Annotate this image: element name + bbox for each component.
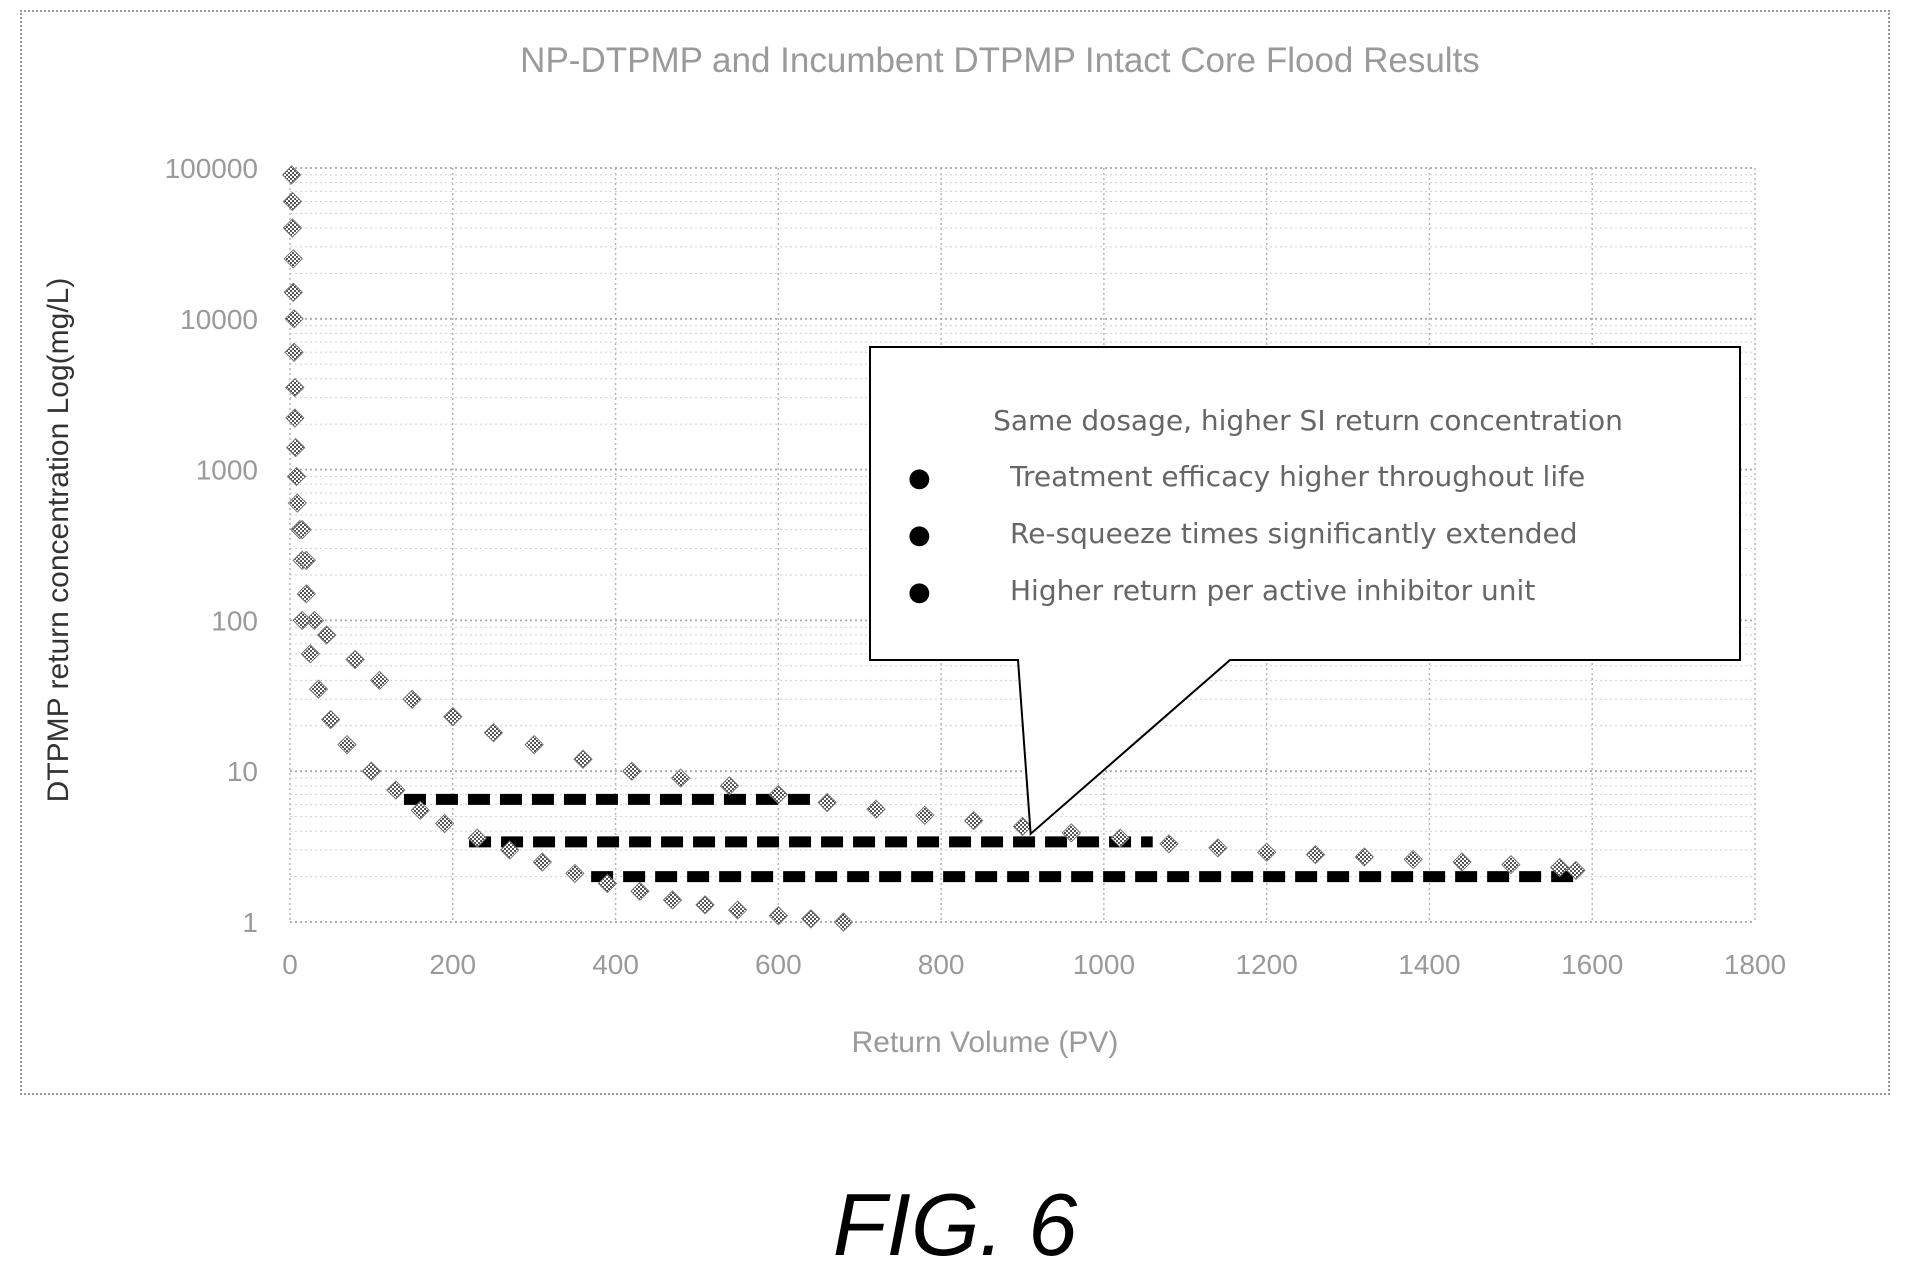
x-tick-label: 1000 <box>1073 949 1135 980</box>
series-1-point <box>1110 828 1130 848</box>
chart-title: NP-DTPMP and Incumbent DTPMP Intact Core… <box>520 41 1480 80</box>
x-tick-label: 1200 <box>1236 949 1298 980</box>
series-2-point <box>768 906 789 926</box>
callout-box <box>869 346 1741 836</box>
series-2-point <box>727 900 748 920</box>
callout: Same dosage, higher SI return concentrat… <box>869 346 1741 836</box>
series-2-point <box>467 828 487 848</box>
series-1-point <box>1159 834 1179 854</box>
series-1-point <box>283 249 303 269</box>
series-1-point <box>284 342 304 362</box>
callout-heading: Same dosage, higher SI return concentrat… <box>993 404 1623 437</box>
callout-bullet-3: Higher return per active inhibitor unit <box>1010 574 1535 607</box>
series-1-point <box>1452 852 1472 872</box>
x-tick-label: 1800 <box>1724 949 1786 980</box>
series-1-point <box>283 282 303 302</box>
series-1-point <box>282 191 303 212</box>
figure-caption: FIG. 6 <box>833 1175 1078 1274</box>
series-1-point <box>1566 860 1586 881</box>
series-1-point <box>573 749 593 769</box>
series-1-point <box>287 493 308 513</box>
series-1-point <box>1501 854 1521 875</box>
series-1-point <box>285 408 305 428</box>
series-1-point <box>622 761 642 781</box>
callout-bullet-2: Re-squeeze times significantly extended <box>1010 517 1578 550</box>
series-2-point <box>292 610 312 631</box>
series-1-point <box>443 706 463 727</box>
series-2-point <box>308 679 329 699</box>
series-2-point <box>296 550 316 571</box>
series-2-point <box>292 519 312 540</box>
series-2-point <box>386 780 406 800</box>
series-1-point <box>296 584 316 604</box>
series-2-point <box>801 909 821 929</box>
bullet-icon: ● <box>908 520 931 550</box>
series-2-point <box>500 840 520 860</box>
y-axis-label: DTPMP return concentration Log(mg/L) <box>42 278 75 803</box>
series-1-point <box>915 805 935 826</box>
series-2-point <box>630 881 650 901</box>
y-tick-label: 100 <box>211 605 258 636</box>
axis-ticks: 0 200 400 600 800 1000 1200 1400 1600 1800 1 10 100 1… <box>165 153 1787 980</box>
series-1-point <box>1256 842 1277 862</box>
y-tick-label: 1000 <box>196 455 258 486</box>
series-1-point <box>1061 823 1082 843</box>
y-tick-label: 10 <box>227 756 258 787</box>
y-tick-label: 10000 <box>180 304 258 335</box>
series-2-point <box>434 813 455 834</box>
series-1-point <box>670 768 691 788</box>
series-1-point <box>1403 849 1423 870</box>
series-1-point <box>817 792 837 813</box>
series-2-point <box>833 912 854 932</box>
series-2-point <box>320 709 341 730</box>
series-1-point <box>282 218 303 238</box>
series-2-point <box>662 890 683 910</box>
series-1-point <box>524 734 544 755</box>
series-1-point <box>1012 816 1033 837</box>
bullet-icon: ● <box>908 463 931 493</box>
series-2-point <box>337 734 357 755</box>
x-tick-label: 1600 <box>1561 949 1623 980</box>
series-1-point <box>285 437 306 458</box>
series-1-point <box>963 810 984 831</box>
series-2-point <box>300 644 321 664</box>
series-2-point <box>597 873 618 894</box>
series-2-point <box>565 863 585 884</box>
series-1-point <box>286 466 307 487</box>
series-1-point <box>285 377 305 398</box>
data-points <box>281 165 1586 932</box>
series-2-point <box>695 895 715 915</box>
series-1-point <box>866 799 886 819</box>
series-1-point <box>483 722 504 743</box>
series-2-point <box>410 800 430 821</box>
x-tick-label: 0 <box>282 949 298 980</box>
y-tick-label: 1 <box>242 907 258 938</box>
series-1-point <box>316 625 337 645</box>
x-tick-label: 1400 <box>1398 949 1460 980</box>
series-2-point <box>532 852 553 872</box>
callout-bullet-1: Treatment efficacy higher throughout lif… <box>1009 460 1585 493</box>
bullet-icon: ● <box>908 577 931 607</box>
x-tick-label: 400 <box>592 949 639 980</box>
series-1-point <box>1549 857 1570 878</box>
series-1-point <box>768 784 789 805</box>
dashed-lines <box>403 793 1576 883</box>
chart-frame <box>20 10 1890 1095</box>
x-tick-label: 200 <box>429 949 476 980</box>
series-1-point <box>719 776 740 796</box>
y-tick-label: 100000 <box>165 153 258 184</box>
series-2-point <box>361 761 382 781</box>
series-1-point <box>369 670 390 691</box>
series-1-point <box>281 165 302 185</box>
x-tick-label: 600 <box>755 949 802 980</box>
series-1-point <box>284 309 304 329</box>
x-tick-label: 800 <box>918 949 965 980</box>
x-axis-label: Return Volume (PV) <box>852 1026 1119 1059</box>
series-1-point <box>1305 844 1326 865</box>
series-1-point <box>1208 838 1228 858</box>
series-1-point <box>1354 847 1375 867</box>
series-1-point <box>402 689 422 709</box>
series-1-point <box>345 649 365 670</box>
